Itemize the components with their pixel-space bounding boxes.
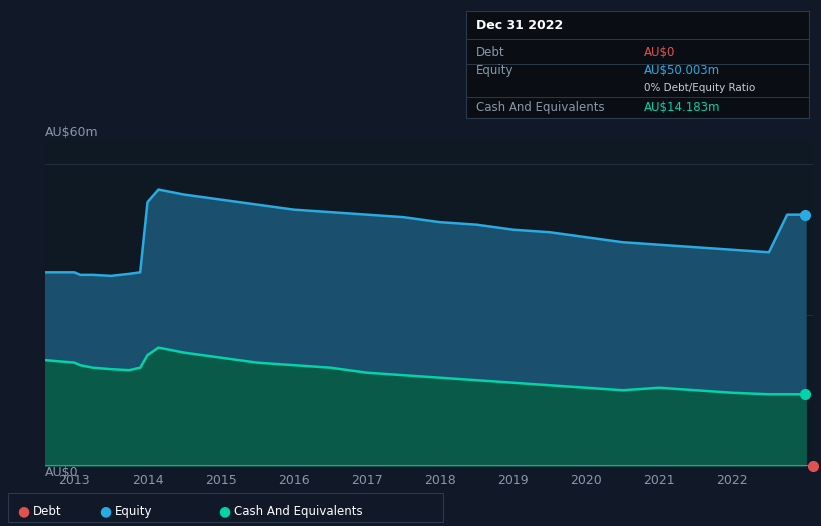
Text: Debt: Debt <box>33 505 62 518</box>
Text: Cash And Equivalents: Cash And Equivalents <box>234 505 363 518</box>
Text: Cash And Equivalents: Cash And Equivalents <box>234 505 363 518</box>
Text: Equity: Equity <box>476 64 513 77</box>
Text: ●: ● <box>17 505 29 519</box>
Text: Debt: Debt <box>33 505 62 518</box>
Text: ●: ● <box>99 505 111 519</box>
Text: ●: ● <box>218 505 230 519</box>
Text: ●: ● <box>17 505 29 519</box>
Text: Equity: Equity <box>115 505 153 518</box>
Text: AU$50.003m: AU$50.003m <box>644 64 720 77</box>
Text: Equity: Equity <box>115 505 153 518</box>
Text: AU$0: AU$0 <box>45 466 79 479</box>
Text: 0% Debt/Equity Ratio: 0% Debt/Equity Ratio <box>644 83 755 93</box>
Text: ●: ● <box>99 505 111 519</box>
Text: Dec 31 2022: Dec 31 2022 <box>476 19 563 32</box>
Text: Cash And Equivalents: Cash And Equivalents <box>476 101 604 114</box>
Text: AU$14.183m: AU$14.183m <box>644 101 721 114</box>
Text: ●: ● <box>218 505 230 519</box>
Text: Debt: Debt <box>476 46 504 59</box>
Text: AU$0: AU$0 <box>644 46 676 59</box>
Text: AU$60m: AU$60m <box>45 126 99 139</box>
